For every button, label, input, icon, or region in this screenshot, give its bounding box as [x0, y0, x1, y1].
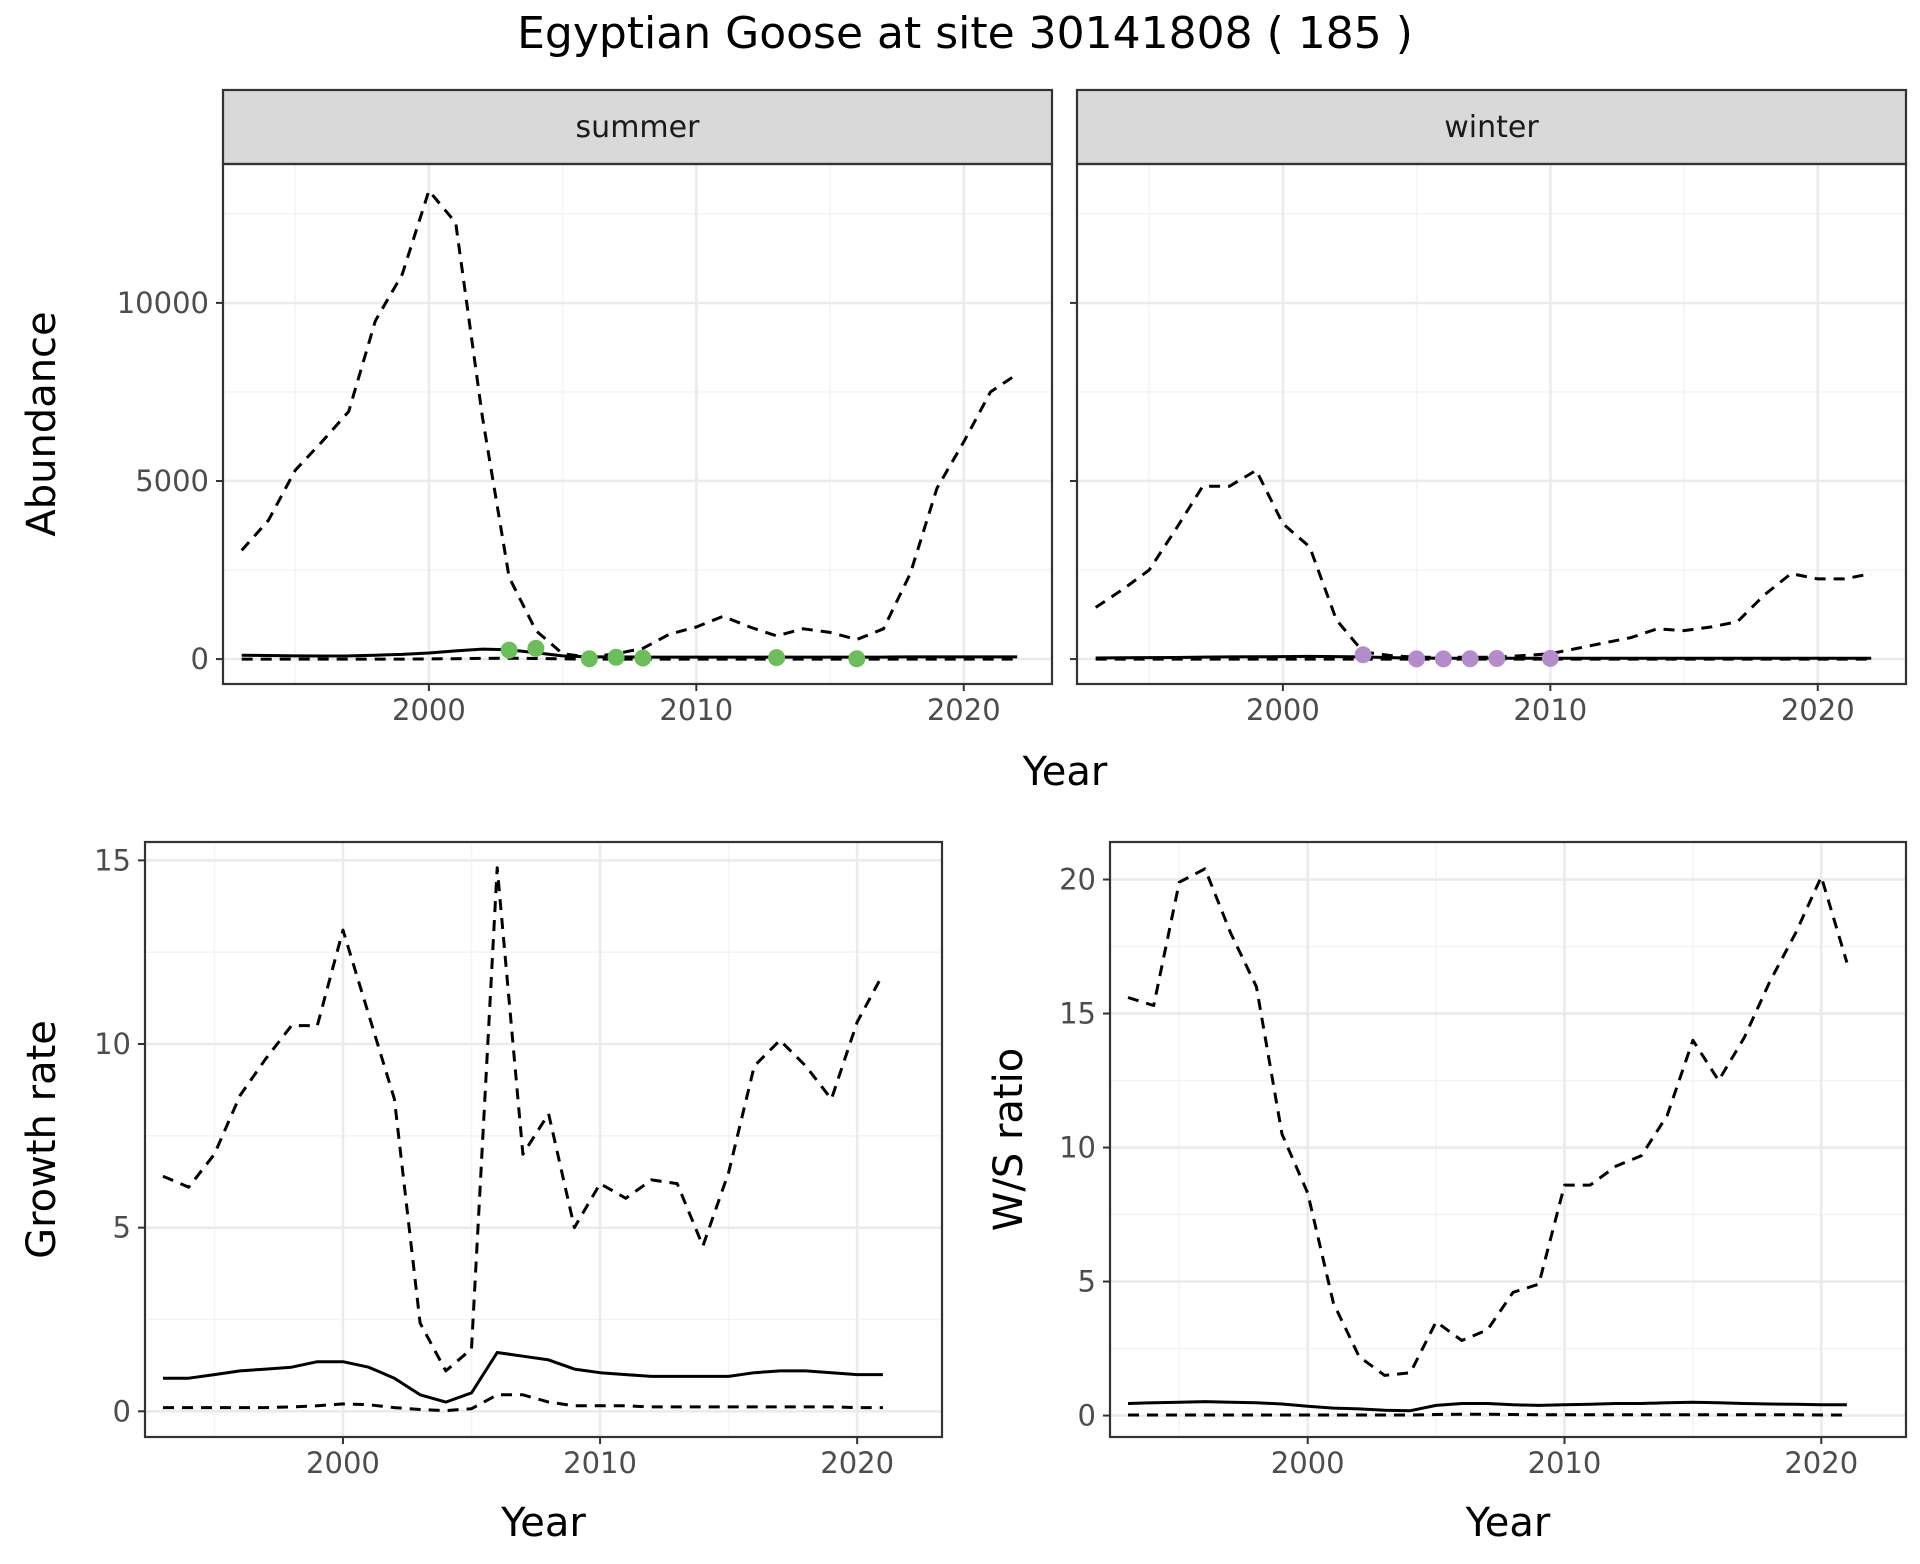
growth-panel-border [143, 840, 944, 1439]
growth-x-tick-label: 2000 [306, 1446, 380, 1480]
abundance-x-axis-title: Year [1022, 749, 1108, 795]
abundance-summer-y-tick-label: 10000 [117, 286, 209, 320]
wsratio-x-tick-label: 2020 [1784, 1446, 1858, 1480]
abundance-summer-point [580, 650, 598, 668]
wsratio-lower-line [1128, 1412, 1847, 1417]
abundance-winter-estimate-line [1095, 654, 1872, 660]
abundance-winter-strip [1075, 88, 1908, 166]
abundance-summer-estimate-line [241, 647, 1018, 659]
wsratio-upper-line [1127, 867, 1849, 1377]
abundance-summer-x-tick-label: 2000 [392, 693, 466, 727]
wsratio-y-tick-label: 5 [1078, 1265, 1096, 1299]
abundance-summer-point [768, 649, 786, 667]
growth-estimate-line [163, 1351, 883, 1404]
abundance-summer-point [527, 639, 545, 657]
abundance-y-axis-title: Abundance [19, 311, 65, 536]
abundance-winter-x-tick-label: 2020 [1781, 693, 1855, 727]
wsratio-x-axis-title: Year [1465, 1500, 1551, 1546]
growth-y-tick-label: 15 [94, 843, 131, 877]
abundance-summer-lower-line [241, 656, 1018, 661]
growth-x-tick-label: 2020 [820, 1446, 894, 1480]
abundance-summer-point [634, 649, 652, 667]
chart-title: Egyptian Goose at site 30141808 ( 185 ) [517, 8, 1413, 59]
wsratio-estimate-line [1127, 1400, 1847, 1413]
abundance-summer-x-tick-label: 2020 [927, 693, 1001, 727]
growth-y-tick-label: 5 [113, 1211, 131, 1245]
abundance-summer-strip [221, 88, 1054, 166]
wsratio-y-tick-label: 10 [1059, 1131, 1096, 1165]
abundance-summer-y-tick-label: 0 [191, 642, 209, 676]
growth-y-tick-label: 0 [113, 1394, 131, 1428]
abundance-winter-point [1461, 650, 1479, 668]
abundance-summer-strip-label: summer [576, 110, 701, 145]
abundance-winter-panel-border [1075, 162, 1908, 686]
wsratio-y-tick-label: 0 [1078, 1399, 1096, 1433]
abundance-summer-point [607, 648, 625, 666]
wsratio-x-tick-label: 2000 [1271, 1446, 1345, 1480]
growth-x-tick-label: 2010 [563, 1446, 637, 1480]
growth-lower-line [163, 1393, 883, 1413]
wsratio-y-axis-title: W/S ratio [986, 1048, 1032, 1231]
wsratio-panel-border [1108, 840, 1908, 1439]
abundance-summer-point [848, 650, 866, 668]
growth-x-axis-title: Year [500, 1500, 586, 1546]
abundance-winter-upper-line [1094, 468, 1872, 659]
growth-upper-line [162, 866, 885, 1373]
growth-y-axis-title: Growth rate [19, 1020, 65, 1259]
abundance-winter-point [1408, 650, 1426, 668]
abundance-winter-point [1354, 646, 1372, 664]
abundance-winter-point [1541, 649, 1559, 667]
abundance-winter-x-tick-label: 2010 [1513, 693, 1587, 727]
abundance-summer-panel-border [221, 162, 1054, 686]
abundance-winter-strip-label: winter [1444, 110, 1539, 145]
abundance-winter-x-tick-label: 2000 [1246, 693, 1320, 727]
growth-y-tick-label: 10 [94, 1027, 131, 1061]
abundance-winter-point [1434, 650, 1452, 668]
abundance-summer-upper-line [240, 189, 1019, 659]
abundance-summer-x-tick-label: 2010 [659, 693, 733, 727]
abundance-winter-point [1488, 650, 1506, 668]
wsratio-y-tick-label: 15 [1059, 997, 1096, 1031]
abundance-summer-y-tick-label: 5000 [135, 464, 209, 498]
abundance-summer-point [500, 641, 518, 659]
wsratio-y-tick-label: 20 [1059, 863, 1096, 897]
wsratio-x-tick-label: 2010 [1528, 1446, 1602, 1480]
